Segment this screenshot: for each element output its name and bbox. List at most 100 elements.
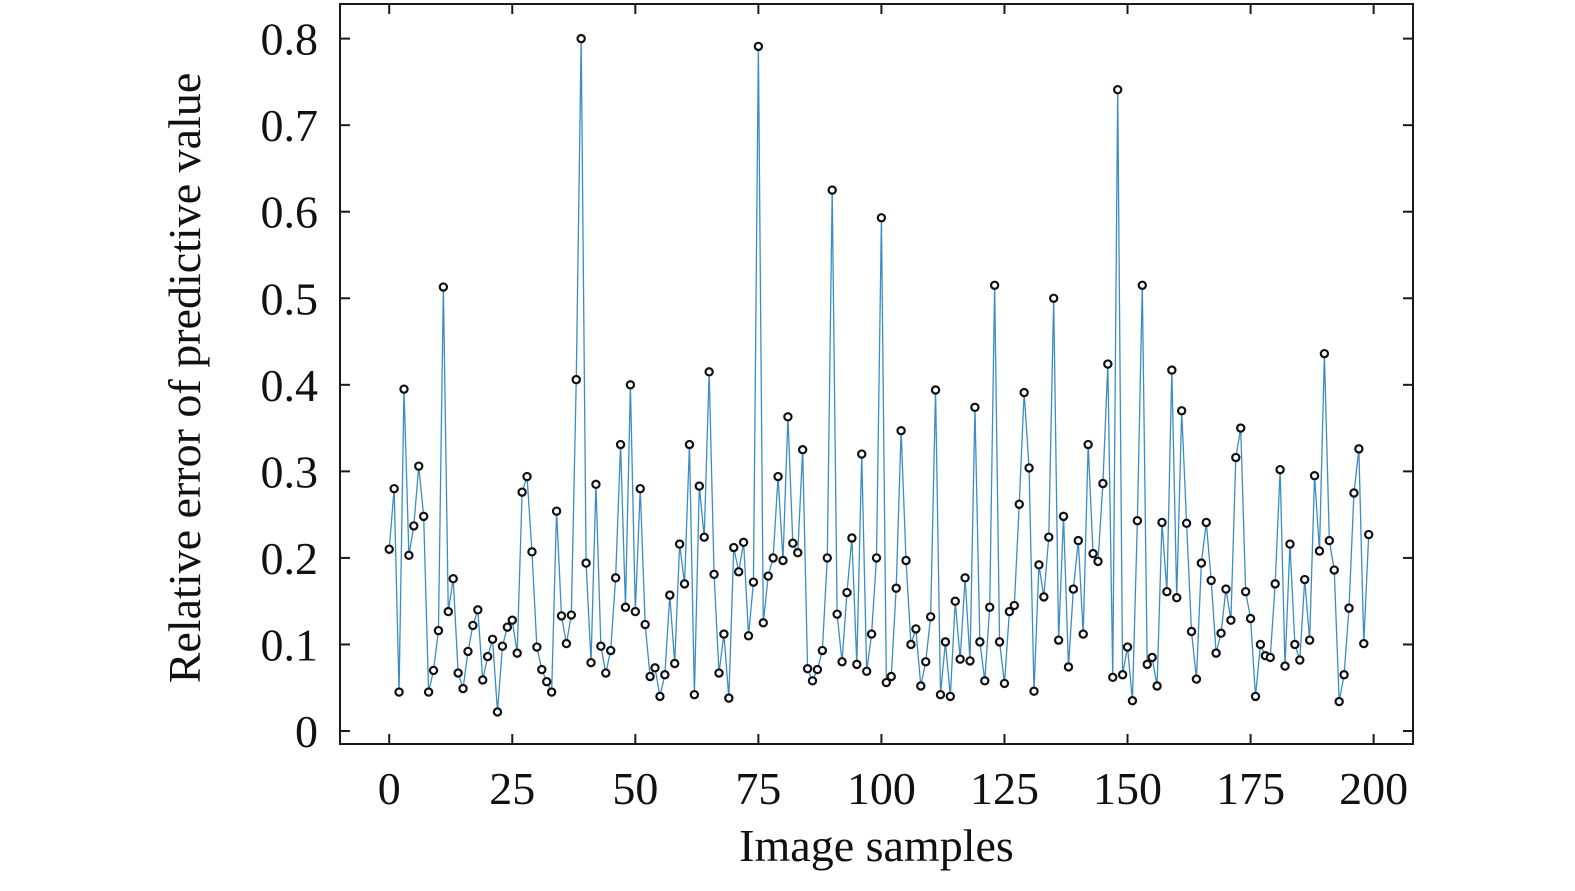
data-point xyxy=(970,402,980,413)
data-point xyxy=(1319,348,1330,359)
data-point xyxy=(571,374,581,385)
data-point xyxy=(517,487,527,497)
data-point xyxy=(428,665,439,676)
data-point xyxy=(1250,691,1261,702)
data-point xyxy=(684,439,695,450)
data-point xyxy=(635,483,645,494)
data-point xyxy=(1309,471,1320,481)
data-point xyxy=(650,663,660,673)
data-point xyxy=(1167,365,1177,375)
data-point xyxy=(576,33,586,44)
data-point xyxy=(620,602,631,612)
data-point xyxy=(797,445,808,455)
data-point xyxy=(901,555,911,566)
y-tick-label: 0.3 xyxy=(261,446,319,497)
x-tick-label: 125 xyxy=(970,763,1039,814)
data-point xyxy=(487,634,498,644)
data-point xyxy=(645,671,655,682)
series-line xyxy=(388,37,1370,713)
data-point xyxy=(768,553,778,563)
data-point xyxy=(773,471,783,482)
data-point xyxy=(955,654,965,664)
data-point xyxy=(1039,592,1049,602)
data-point xyxy=(507,615,517,625)
data-point xyxy=(891,583,901,593)
data-point xyxy=(1265,652,1275,663)
data-point xyxy=(453,668,463,678)
data-point xyxy=(655,691,665,702)
data-point xyxy=(817,645,828,656)
data-point xyxy=(1354,444,1364,454)
y-tick-label: 0 xyxy=(295,706,318,757)
data-point xyxy=(591,479,601,490)
data-point xyxy=(1019,387,1029,398)
data-point xyxy=(389,483,399,494)
data-point xyxy=(985,602,995,612)
data-point xyxy=(512,648,522,658)
data-point xyxy=(1093,556,1103,567)
data-point xyxy=(610,573,621,583)
data-point xyxy=(1285,539,1295,549)
x-axis-title: Image samples xyxy=(739,820,1014,871)
data-point xyxy=(665,590,675,600)
data-point xyxy=(1240,586,1251,597)
data-point xyxy=(433,625,444,636)
data-point xyxy=(394,687,404,697)
data-point xyxy=(1048,293,1059,303)
data-point xyxy=(1034,560,1044,570)
data-point xyxy=(1304,635,1315,645)
data-point xyxy=(950,596,960,606)
data-point xyxy=(896,425,906,436)
data-point xyxy=(448,573,458,584)
data-points xyxy=(384,33,1374,717)
data-point xyxy=(1053,635,1064,645)
data-point xyxy=(783,412,793,422)
y-tick-label: 0.2 xyxy=(261,533,319,584)
y-tick-label: 0.7 xyxy=(261,100,319,151)
data-point xyxy=(861,666,872,677)
data-point xyxy=(1216,628,1226,638)
data-point xyxy=(561,638,572,649)
data-point xyxy=(640,619,650,630)
data-point xyxy=(527,547,537,557)
data-point xyxy=(921,657,931,667)
data-point xyxy=(1314,546,1325,556)
data-point xyxy=(778,555,788,566)
data-point xyxy=(866,629,877,639)
series-line-layer xyxy=(388,37,1370,713)
data-point xyxy=(660,670,670,680)
data-point xyxy=(532,642,542,652)
data-point xyxy=(566,610,577,620)
data-point xyxy=(738,537,749,548)
x-tick-label: 0 xyxy=(378,763,401,814)
data-point xyxy=(999,678,1010,689)
data-point xyxy=(1226,615,1236,625)
data-point xyxy=(679,579,690,589)
data-point xyxy=(916,681,926,691)
x-tick-label: 200 xyxy=(1339,763,1408,814)
data-point xyxy=(965,656,975,666)
data-point xyxy=(1103,359,1113,369)
data-point xyxy=(1186,626,1197,637)
data-point xyxy=(1236,423,1246,433)
data-point xyxy=(1349,488,1359,498)
data-point xyxy=(930,385,941,395)
data-point xyxy=(1014,499,1024,509)
data-point xyxy=(940,637,951,647)
data-point xyxy=(1068,584,1079,594)
y-tick-label: 0.4 xyxy=(261,360,319,411)
data-point xyxy=(743,631,754,641)
data-point xyxy=(989,280,1000,290)
data-point xyxy=(881,677,892,688)
data-point xyxy=(492,707,503,717)
data-point xyxy=(1063,662,1074,672)
data-point xyxy=(423,687,434,697)
data-point xyxy=(468,620,478,631)
data-point xyxy=(1231,452,1241,463)
data-point xyxy=(1058,511,1069,522)
x-tick-label: 150 xyxy=(1093,763,1162,814)
data-point xyxy=(876,213,887,223)
data-point xyxy=(443,606,453,617)
data-point xyxy=(1300,574,1310,585)
y-axis-title: Relative error of predictive value xyxy=(159,73,210,684)
